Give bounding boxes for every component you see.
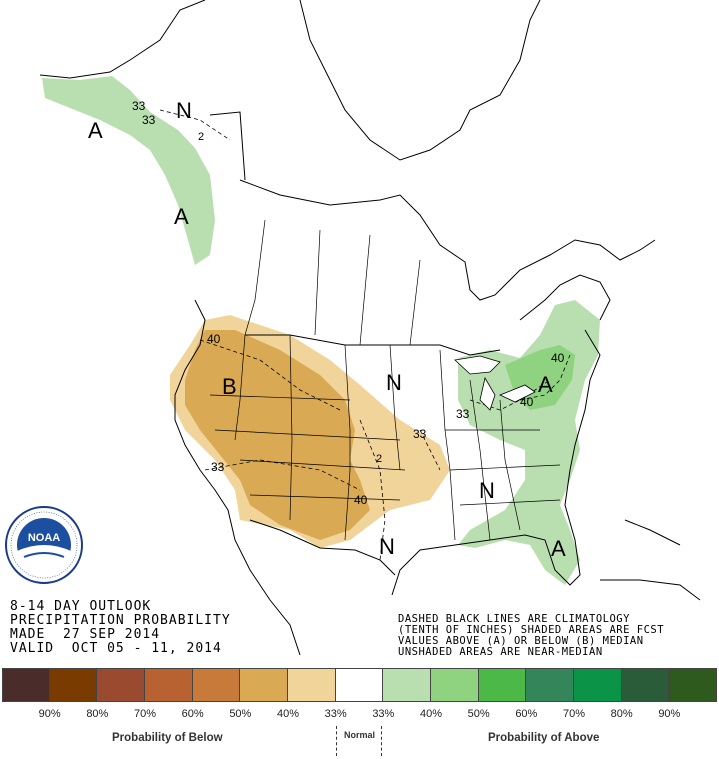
legend-swatch: [621, 668, 670, 702]
legend-swatch: [478, 668, 527, 702]
plains-33-label: 33: [413, 427, 427, 441]
legend-swatch: [97, 668, 145, 702]
below-caption: Probability of Below: [112, 732, 223, 744]
normal-divider-left: [336, 726, 337, 756]
legend-percent: 80%: [86, 708, 109, 720]
legend-percent: 70%: [562, 708, 586, 720]
east-40a-label: 40: [551, 351, 565, 365]
note-line4: UNSHADED AREAS ARE NEAR-MEDIAN: [398, 646, 603, 658]
admin-borders: [209, 219, 561, 541]
probability-legend: 90% 80% 70% 60% 50% 40% 33% 33% 40% 50% 60% 70% 80% 9…: [0, 668, 719, 759]
alaska-A-label: A: [88, 118, 103, 143]
legend-percent: 50%: [467, 708, 490, 720]
legend-swatch: [288, 668, 336, 702]
legend-swatch: [145, 668, 193, 702]
se-N-label: N: [479, 478, 495, 503]
legend-swatch: [2, 668, 50, 702]
made-date: MADE 27 SEP 2014: [10, 627, 161, 642]
plains-40-label: 40: [354, 493, 368, 507]
alaska-2-label: 2: [198, 131, 204, 143]
legend-percent: 60%: [515, 708, 538, 720]
note-line3: VALUES ABOVE (A) OR BELOW (B) MEDIAN: [398, 635, 644, 647]
west-40-label: 40: [207, 332, 221, 346]
sw-33-label: 33: [211, 460, 225, 474]
valid-dates: VALID OCT 05 - 11, 2014: [10, 641, 222, 656]
central-N-label: N: [386, 370, 402, 395]
normal-caption: Normal: [344, 730, 376, 740]
normal-divider-right: [381, 726, 382, 756]
east-A-label: A: [538, 372, 553, 397]
note-line1: DASHED BLACK LINES ARE CLIMATOLOGY: [398, 613, 630, 625]
northeast-above-area: [458, 300, 600, 585]
legend-percent: 70%: [133, 708, 157, 720]
legend-percent: 90%: [38, 708, 61, 720]
legend-percent: 80%: [610, 708, 633, 720]
legend-swatch: [431, 668, 479, 702]
legend-percent: 33%: [372, 708, 395, 720]
coastlines: [39, 0, 701, 656]
noaa-logo: NOAA: [5, 506, 83, 584]
great-lakes: [454, 355, 536, 411]
legend-percent: 40%: [419, 708, 443, 720]
south-N-label: N: [379, 534, 395, 559]
legend-percent: 90%: [658, 708, 681, 720]
west-B-label: B: [222, 374, 237, 399]
legend-percent: 60%: [181, 708, 204, 720]
below-40-area: [185, 330, 370, 540]
outlook-map: A N 33 33 2 A B 40 33 2 33 40 N N N A 40…: [5, 0, 701, 656]
above-caption: Probability of Above: [488, 732, 600, 744]
alaska-33a-label: 33: [132, 99, 146, 113]
legend-swatch: [383, 668, 431, 702]
legend-percent: 40%: [276, 708, 300, 720]
note-line2: (TENTH OF INCHES) SHADED AREAS ARE FCST: [398, 624, 665, 636]
legend-swatch: [240, 668, 288, 702]
east-40b-label: 40: [520, 395, 534, 409]
legend-swatch: [192, 668, 241, 702]
east-33-label: 33: [456, 407, 470, 421]
bc-A-label: A: [174, 204, 189, 229]
legend-percent: 33%: [324, 708, 347, 720]
noaa-logo-text: NOAA: [28, 532, 60, 544]
below-median-areas: [170, 315, 450, 548]
legend-swatch: [335, 668, 384, 702]
fl-A-label: A: [551, 536, 566, 561]
legend-swatch: [574, 668, 622, 702]
legend-swatch: [669, 668, 717, 702]
alaska-above-area: [42, 76, 215, 265]
alaska-33b-label: 33: [142, 113, 156, 127]
legend-swatch: [49, 668, 98, 702]
plains-2-label: 2: [376, 453, 382, 465]
alaska-N-label: N: [176, 98, 192, 123]
legend-swatch: [526, 668, 574, 702]
outlook-title-line2: PRECIPITATION PROBABILITY: [10, 613, 231, 628]
map-annotations: A N 33 33 2 A B 40 33 2 33 40 N N N A 40…: [88, 98, 566, 561]
outlook-title-line1: 8-14 DAY OUTLOOK: [10, 599, 152, 614]
legend-percent: 50%: [229, 708, 252, 720]
above-median-areas: [42, 76, 600, 585]
